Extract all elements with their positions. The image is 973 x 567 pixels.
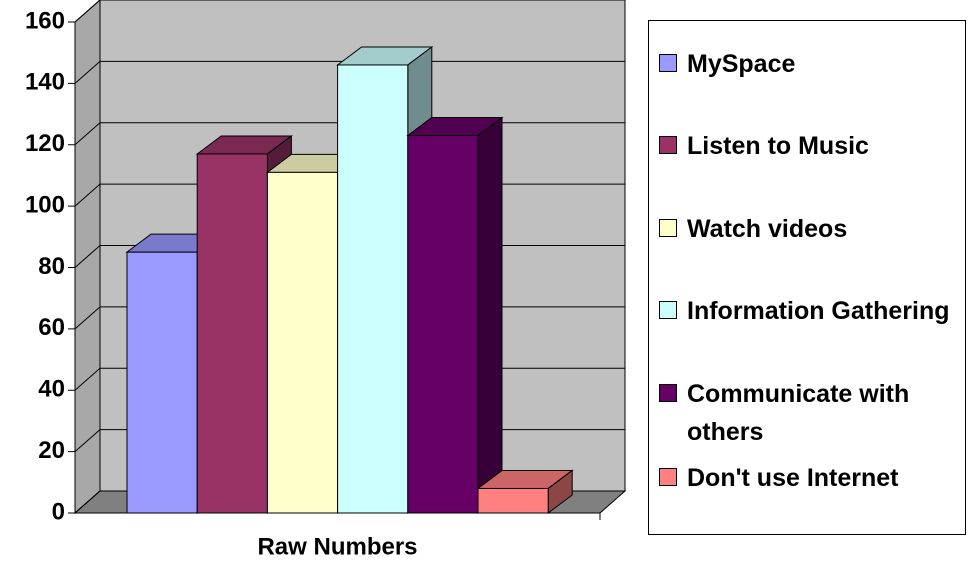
legend-label: Listen to Music bbox=[687, 132, 869, 160]
grid-line bbox=[74, 183, 101, 207]
legend-swatch bbox=[659, 54, 677, 72]
legend-label: MySpace bbox=[687, 50, 796, 78]
y-tick-label: 0 bbox=[52, 498, 65, 525]
y-tick-label: 100 bbox=[25, 191, 65, 218]
bar bbox=[407, 135, 479, 514]
bar bbox=[126, 251, 198, 514]
legend-swatch bbox=[659, 219, 677, 237]
y-tick-label: 20 bbox=[38, 437, 65, 464]
grid-line bbox=[74, 245, 101, 268]
legend-label: Don't use Internet bbox=[687, 464, 899, 492]
grid-line bbox=[74, 490, 101, 514]
legend-swatch bbox=[659, 301, 677, 319]
legend-label: Communicate with others bbox=[687, 380, 910, 446]
bar bbox=[266, 171, 339, 514]
y-tick-label: 120 bbox=[25, 130, 65, 157]
grid-line bbox=[74, 60, 101, 84]
legend-label: Information Gathering bbox=[687, 297, 950, 325]
y-tick-label: 140 bbox=[25, 69, 65, 96]
bar bbox=[337, 64, 409, 514]
grid-line bbox=[74, 306, 101, 330]
legend-swatch bbox=[659, 384, 677, 402]
legend: MySpace Listen to Music Watch videos Inform… bbox=[648, 20, 966, 535]
y-tick-label: 80 bbox=[38, 253, 65, 280]
grid-line bbox=[74, 122, 101, 146]
bar-side bbox=[477, 116, 503, 514]
bar bbox=[196, 153, 268, 514]
y-tick-label: 40 bbox=[38, 376, 65, 403]
y-tick-label: 160 bbox=[25, 7, 65, 34]
y-tick-label: 60 bbox=[38, 314, 65, 341]
grid-line bbox=[74, 429, 101, 453]
x-tick-label: Raw Numbers bbox=[257, 533, 417, 560]
legend-swatch bbox=[659, 136, 677, 154]
legend-label: Watch videos bbox=[687, 215, 848, 243]
grid-line bbox=[74, 0, 101, 23]
bar bbox=[477, 487, 549, 514]
legend-swatch bbox=[659, 468, 677, 486]
grid-line bbox=[74, 367, 101, 391]
